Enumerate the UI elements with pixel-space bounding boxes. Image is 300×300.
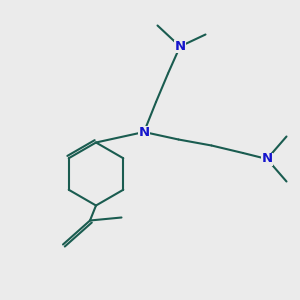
Text: N: N — [261, 152, 273, 166]
Text: N: N — [174, 40, 186, 53]
Text: N: N — [138, 125, 150, 139]
